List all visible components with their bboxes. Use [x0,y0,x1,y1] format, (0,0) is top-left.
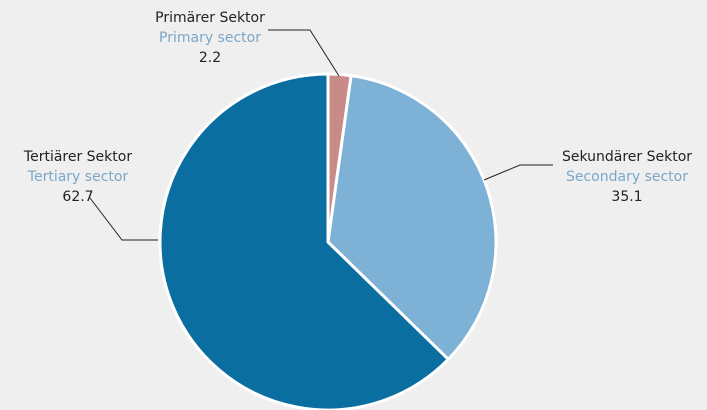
slice-label-en: Primary sector [159,30,261,46]
slice-value: 62.7 [62,189,93,205]
slice-label-en: Secondary sector [566,169,688,185]
pie-slice [326,74,498,361]
slice-label: Primärer Sektor [155,10,265,26]
slice-label-en: Tertiary sector [27,169,129,185]
leader-line [89,197,158,241]
slice-value: 2.2 [199,50,221,66]
slice-value: 35.1 [611,189,642,205]
leader-line [483,164,553,181]
pie-slice [158,72,450,410]
slice-label: Tertiärer Sektor [23,149,132,165]
slice-label: Sekundärer Sektor [562,149,692,165]
leader-line [268,29,340,77]
